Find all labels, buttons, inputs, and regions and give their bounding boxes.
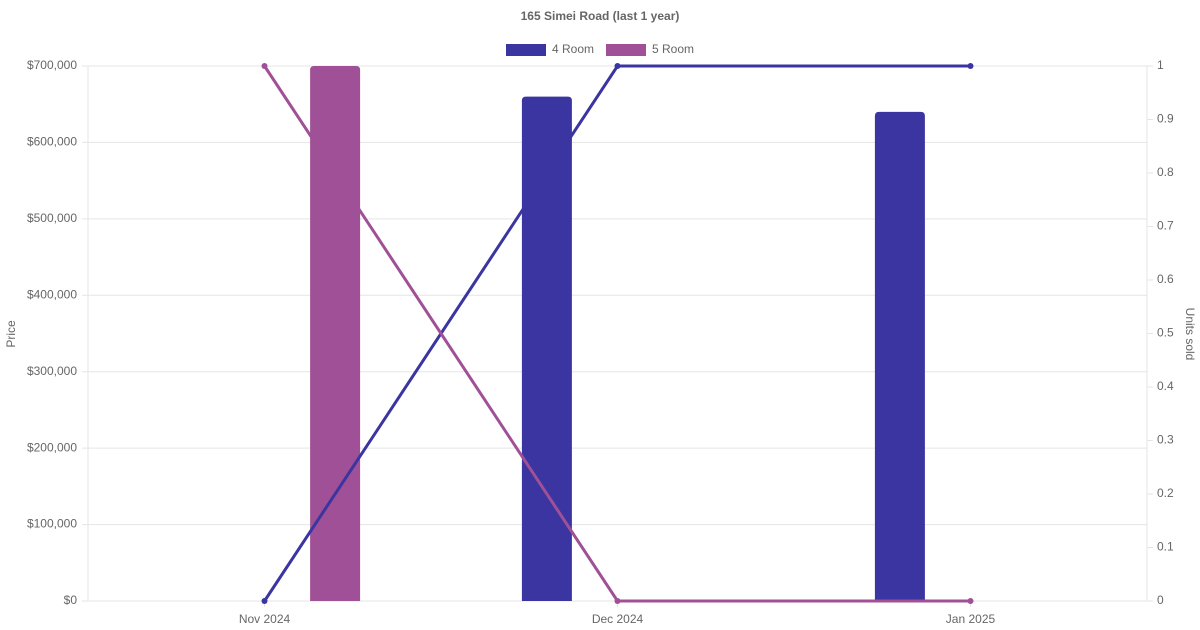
y2-tick-label: 0.9 [1157,112,1174,126]
point [261,598,268,604]
point [967,598,974,604]
y-axis-title: Price [4,320,18,348]
legend-label: 4 Room [552,42,594,56]
y2-axis-title: Units sold [1183,308,1197,361]
point [967,63,974,69]
chart-title: 165 Simei Road (last 1 year) [521,9,680,23]
y-tick-label: $200,000 [27,440,77,454]
y-tick-label: $100,000 [27,517,77,531]
y-tick-label: $0 [64,593,78,607]
y2-tick-label: 0.4 [1157,379,1174,393]
y2-tick-label: 0.7 [1157,219,1174,233]
bar [874,111,925,601]
point [614,598,621,604]
y2-tick-label: 0.5 [1157,326,1174,340]
y2-tick-label: 0.2 [1157,486,1174,500]
y2-tick-label: 0.1 [1157,540,1174,554]
point [614,63,621,69]
legend-label: 5 Room [652,42,694,56]
bar [310,66,361,601]
legend-swatch [606,44,646,56]
y2-tick-label: 0.8 [1157,165,1174,179]
y-tick-label: $600,000 [27,135,77,149]
legend-swatch [506,44,546,56]
y2-tick-label: 0.3 [1157,433,1174,447]
x-tick-label: Dec 2024 [592,612,644,626]
line [263,64,971,602]
point [261,63,268,69]
y2-tick-label: 1 [1157,58,1164,72]
y2-tick-label: 0.6 [1157,272,1174,286]
line [263,65,971,603]
y-tick-label: $700,000 [27,58,77,72]
y-tick-label: $400,000 [27,287,77,301]
y-tick-label: $300,000 [27,364,77,378]
y-tick-label: $500,000 [27,211,77,225]
x-tick-label: Jan 2025 [946,612,996,626]
x-tick-label: Nov 2024 [239,612,291,626]
y2-tick-label: 0 [1157,593,1164,607]
